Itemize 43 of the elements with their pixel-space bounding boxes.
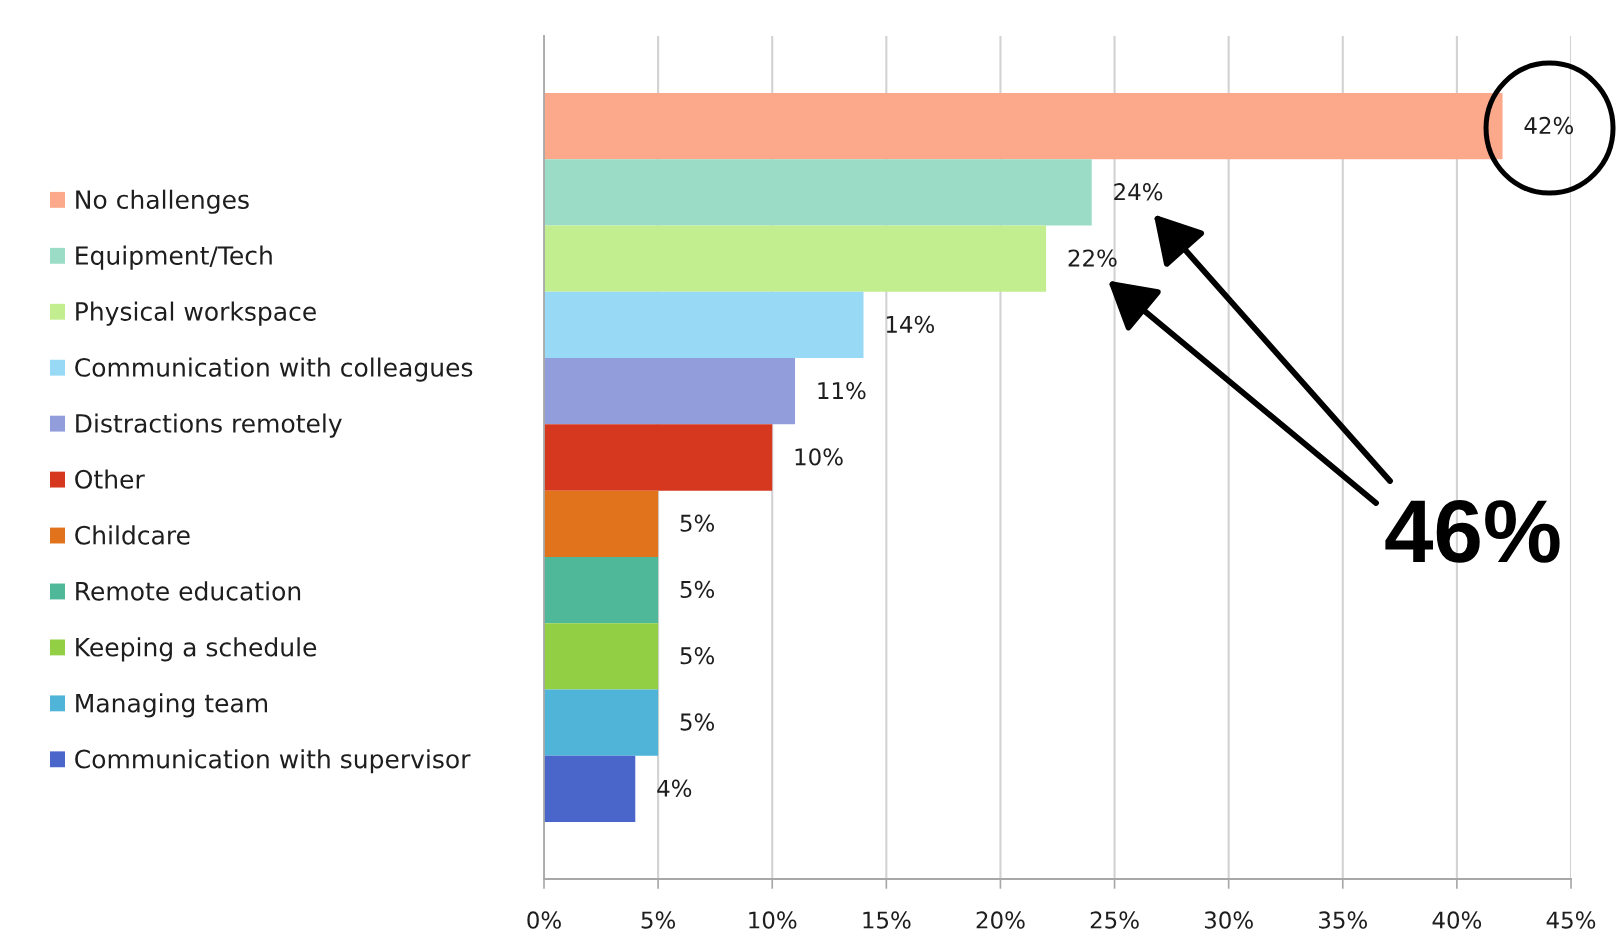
bar [544, 490, 659, 557]
legend-label: Equipment/Tech [76, 245, 272, 270]
legend-label: Keeping a schedule [76, 637, 317, 662]
legend-label: Communication with supervisor [75, 749, 471, 774]
data-label: 5% [680, 580, 715, 599]
bar [544, 623, 659, 690]
bar [544, 424, 773, 491]
bar [544, 225, 1047, 292]
data-label: 5% [680, 514, 715, 532]
data-label: 5% [680, 713, 715, 731]
data-label: 22% [1068, 249, 1117, 267]
x-tick-label: 45% [1546, 911, 1596, 929]
bar [544, 755, 636, 823]
bar [544, 159, 1092, 226]
x-tick-label: 5% [641, 911, 676, 929]
bar [544, 689, 659, 756]
bar [544, 291, 864, 359]
x-tick-label: 20% [976, 911, 1025, 929]
x-tick-label: 0% [527, 911, 561, 929]
legend-label: Other [75, 469, 145, 489]
x-tick-label: 15% [863, 911, 911, 929]
x-tick-label: 30% [1204, 911, 1253, 929]
legend-label: Distractions remotely [76, 413, 342, 438]
x-tick-label: 25% [1090, 911, 1139, 929]
data-label: 42% [1524, 116, 1574, 135]
data-label: 11% [818, 381, 866, 400]
x-tick-label: 35% [1319, 911, 1367, 929]
x-tick-label: 40% [1432, 911, 1482, 929]
legend-label: No challenges [76, 189, 249, 214]
annotation: 46% [1385, 499, 1560, 563]
legend-label: Physical workspace [76, 301, 316, 326]
data-label: 24% [1114, 183, 1163, 201]
legend-label: Communication with colleagues [75, 357, 473, 382]
data-label: 14% [886, 315, 935, 333]
data-label: 10% [795, 448, 843, 466]
legend-label: Remote education [76, 581, 301, 601]
data-label: 4% [657, 779, 692, 797]
bar [544, 556, 659, 624]
legend-label: Childcare [75, 525, 190, 545]
data-label: 5% [680, 647, 715, 665]
legend-label: Managing team [76, 693, 268, 718]
x-tick-label: 10% [749, 911, 797, 929]
bar [544, 358, 796, 425]
